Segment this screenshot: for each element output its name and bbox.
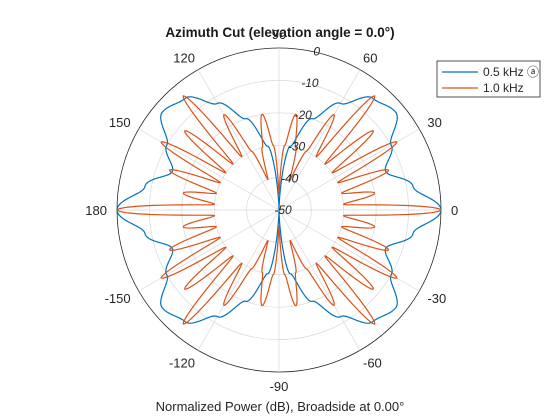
grid-spoke	[197, 209, 280, 351]
angle-tick-label: -150	[105, 291, 131, 306]
series-line-1	[116, 95, 442, 325]
angle-tick-label: -30	[427, 291, 446, 306]
polar-labels: 0 30 60 90 120 150 180 -150 -120 -90 -60 -30 0 -10 -20…	[85, 27, 458, 394]
chart-title: Azimuth Cut (elevation angle = 0.0°)	[165, 25, 394, 40]
angle-tick-label: 150	[109, 115, 131, 130]
grid-spoke	[278, 209, 361, 351]
angle-tick-label: 30	[427, 115, 441, 130]
pattern-traces	[116, 95, 442, 325]
angle-tick-label: 120	[173, 51, 195, 66]
radial-tick-label: -40	[281, 171, 299, 185]
radial-tick-label: -30	[288, 140, 306, 154]
radial-tick-label: -50	[274, 203, 292, 217]
legend[interactable]: 0.5 kHz ⓐ 1.0 kHz	[436, 60, 541, 98]
legend-entry-1khz: 1.0 kHz	[483, 81, 524, 95]
radial-tick-label: -20	[295, 108, 313, 122]
angle-tick-label: -120	[169, 355, 195, 370]
angle-tick-label: 90	[272, 27, 286, 42]
angle-tick-label: -60	[363, 355, 382, 370]
x-axis-caption: Normalized Power (dB), Broadside at 0.00…	[156, 399, 405, 414]
radial-tick-label: 0	[313, 45, 320, 59]
legend-box	[436, 60, 541, 98]
radial-tick-label: -10	[301, 76, 319, 90]
angle-tick-label: 60	[363, 51, 377, 66]
legend-entry-0p5khz: 0.5 kHz ⓐ	[483, 65, 539, 79]
grid-spoke	[197, 69, 280, 211]
angle-tick-label: 180	[85, 203, 107, 218]
angle-tick-label: 0	[451, 203, 458, 218]
grid-spoke	[278, 69, 361, 211]
angle-tick-label: -90	[270, 379, 289, 394]
